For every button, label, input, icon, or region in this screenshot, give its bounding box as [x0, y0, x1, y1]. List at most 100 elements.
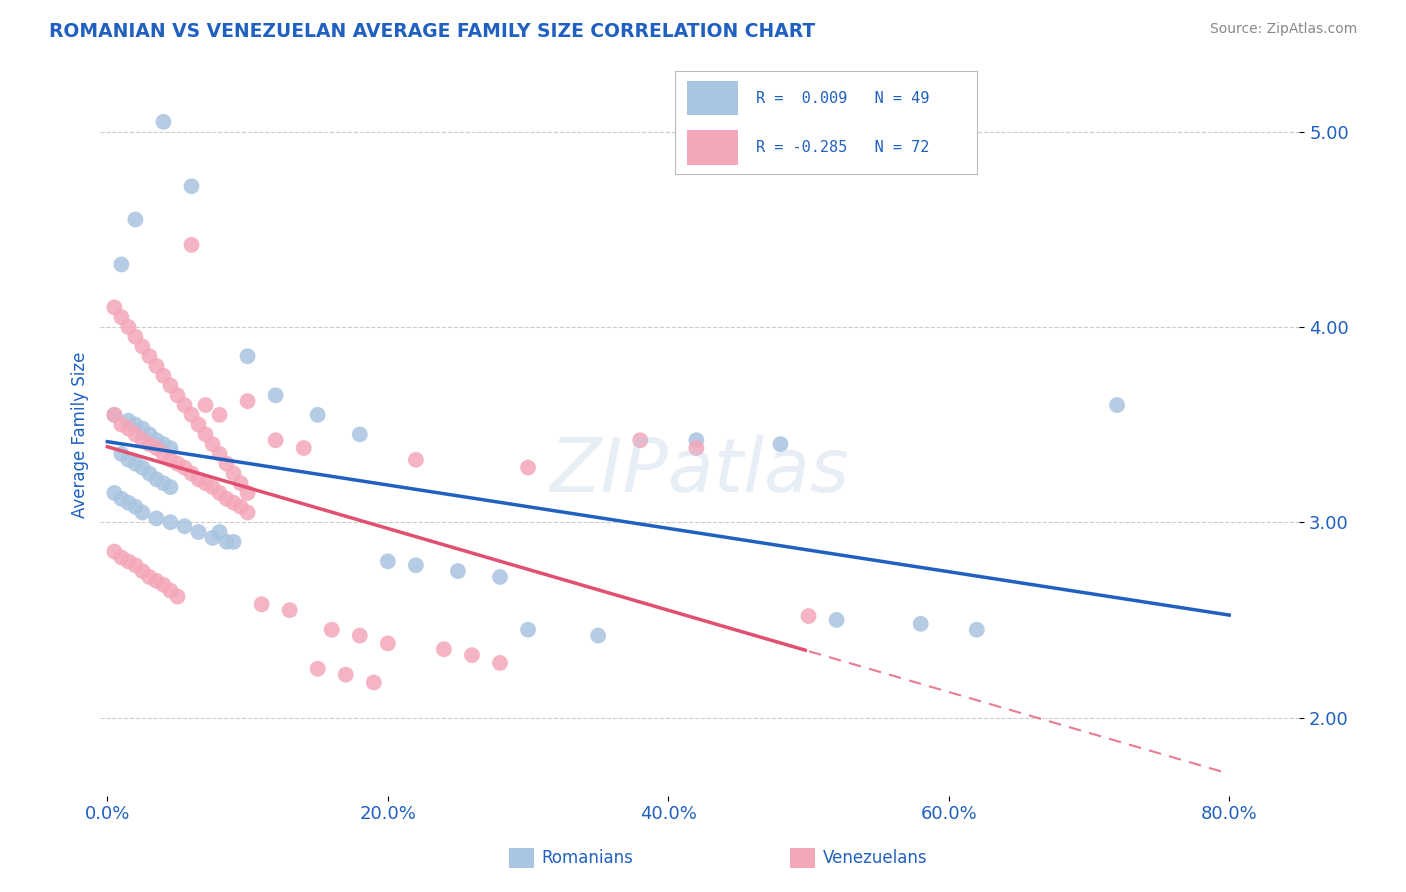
Point	[910, 616, 932, 631]
Point	[145, 574, 167, 588]
Point	[222, 467, 245, 481]
Point	[159, 516, 181, 530]
Point	[166, 457, 188, 471]
Point	[628, 434, 651, 448]
Point	[825, 613, 848, 627]
Point	[180, 408, 202, 422]
Text: ROMANIAN VS VENEZUELAN AVERAGE FAMILY SIZE CORRELATION CHART: ROMANIAN VS VENEZUELAN AVERAGE FAMILY SI…	[49, 22, 815, 41]
Point	[173, 460, 195, 475]
Text: R = -0.285   N = 72: R = -0.285 N = 72	[756, 140, 929, 155]
Point	[152, 437, 174, 451]
Point	[349, 427, 371, 442]
Text: Venezuelans: Venezuelans	[823, 849, 927, 867]
Point	[236, 506, 259, 520]
Point	[187, 524, 209, 539]
Point	[103, 544, 125, 558]
Point	[377, 636, 399, 650]
Point	[363, 675, 385, 690]
Point	[489, 656, 512, 670]
Point	[117, 452, 139, 467]
Point	[236, 394, 259, 409]
Point	[159, 583, 181, 598]
Point	[110, 310, 132, 325]
Point	[194, 476, 217, 491]
Point	[124, 212, 146, 227]
Point	[433, 642, 456, 657]
Point	[335, 667, 357, 681]
Point	[517, 623, 540, 637]
Point	[138, 437, 160, 451]
Point	[124, 500, 146, 514]
Point	[131, 339, 153, 353]
Point	[685, 441, 707, 455]
Point	[152, 578, 174, 592]
Point	[292, 441, 315, 455]
Point	[187, 472, 209, 486]
Point	[138, 570, 160, 584]
Point	[180, 179, 202, 194]
Point	[159, 378, 181, 392]
Point	[159, 452, 181, 467]
Point	[166, 590, 188, 604]
Point	[222, 496, 245, 510]
Point	[201, 437, 224, 451]
Point	[461, 648, 484, 662]
Point	[236, 349, 259, 363]
Point	[117, 320, 139, 334]
Point	[124, 329, 146, 343]
Point	[278, 603, 301, 617]
Text: R =  0.009   N = 49: R = 0.009 N = 49	[756, 90, 929, 105]
Point	[208, 447, 231, 461]
FancyBboxPatch shape	[688, 80, 738, 115]
Point	[117, 496, 139, 510]
Point	[307, 662, 329, 676]
Point	[208, 408, 231, 422]
Point	[110, 257, 132, 271]
Point	[769, 437, 792, 451]
FancyBboxPatch shape	[688, 130, 738, 165]
Y-axis label: Average Family Size: Average Family Size	[72, 351, 89, 517]
Point	[222, 534, 245, 549]
Point	[103, 301, 125, 315]
Point	[489, 570, 512, 584]
Point	[138, 467, 160, 481]
Point	[405, 558, 427, 573]
Point	[124, 558, 146, 573]
Point	[110, 447, 132, 461]
Point	[110, 417, 132, 432]
Point	[110, 550, 132, 565]
Point	[152, 115, 174, 129]
Point	[131, 434, 153, 448]
Point	[152, 476, 174, 491]
Point	[215, 491, 238, 506]
Point	[208, 486, 231, 500]
Point	[586, 629, 609, 643]
Text: ZIPatlas: ZIPatlas	[550, 434, 849, 507]
Point	[229, 476, 252, 491]
Point	[131, 421, 153, 435]
Point	[405, 452, 427, 467]
Point	[103, 408, 125, 422]
Point	[117, 421, 139, 435]
Point	[187, 417, 209, 432]
Point	[159, 441, 181, 455]
Point	[236, 486, 259, 500]
Point	[229, 500, 252, 514]
Point	[180, 238, 202, 252]
Point	[797, 609, 820, 624]
Point	[1105, 398, 1128, 412]
Point	[194, 398, 217, 412]
Point	[166, 388, 188, 402]
Point	[159, 480, 181, 494]
Point	[152, 368, 174, 383]
Point	[145, 359, 167, 373]
Point	[517, 460, 540, 475]
Point	[145, 472, 167, 486]
Point	[117, 554, 139, 568]
Point	[215, 457, 238, 471]
Point	[321, 623, 343, 637]
Point	[138, 427, 160, 442]
Point	[152, 447, 174, 461]
Point	[208, 524, 231, 539]
Point	[264, 388, 287, 402]
